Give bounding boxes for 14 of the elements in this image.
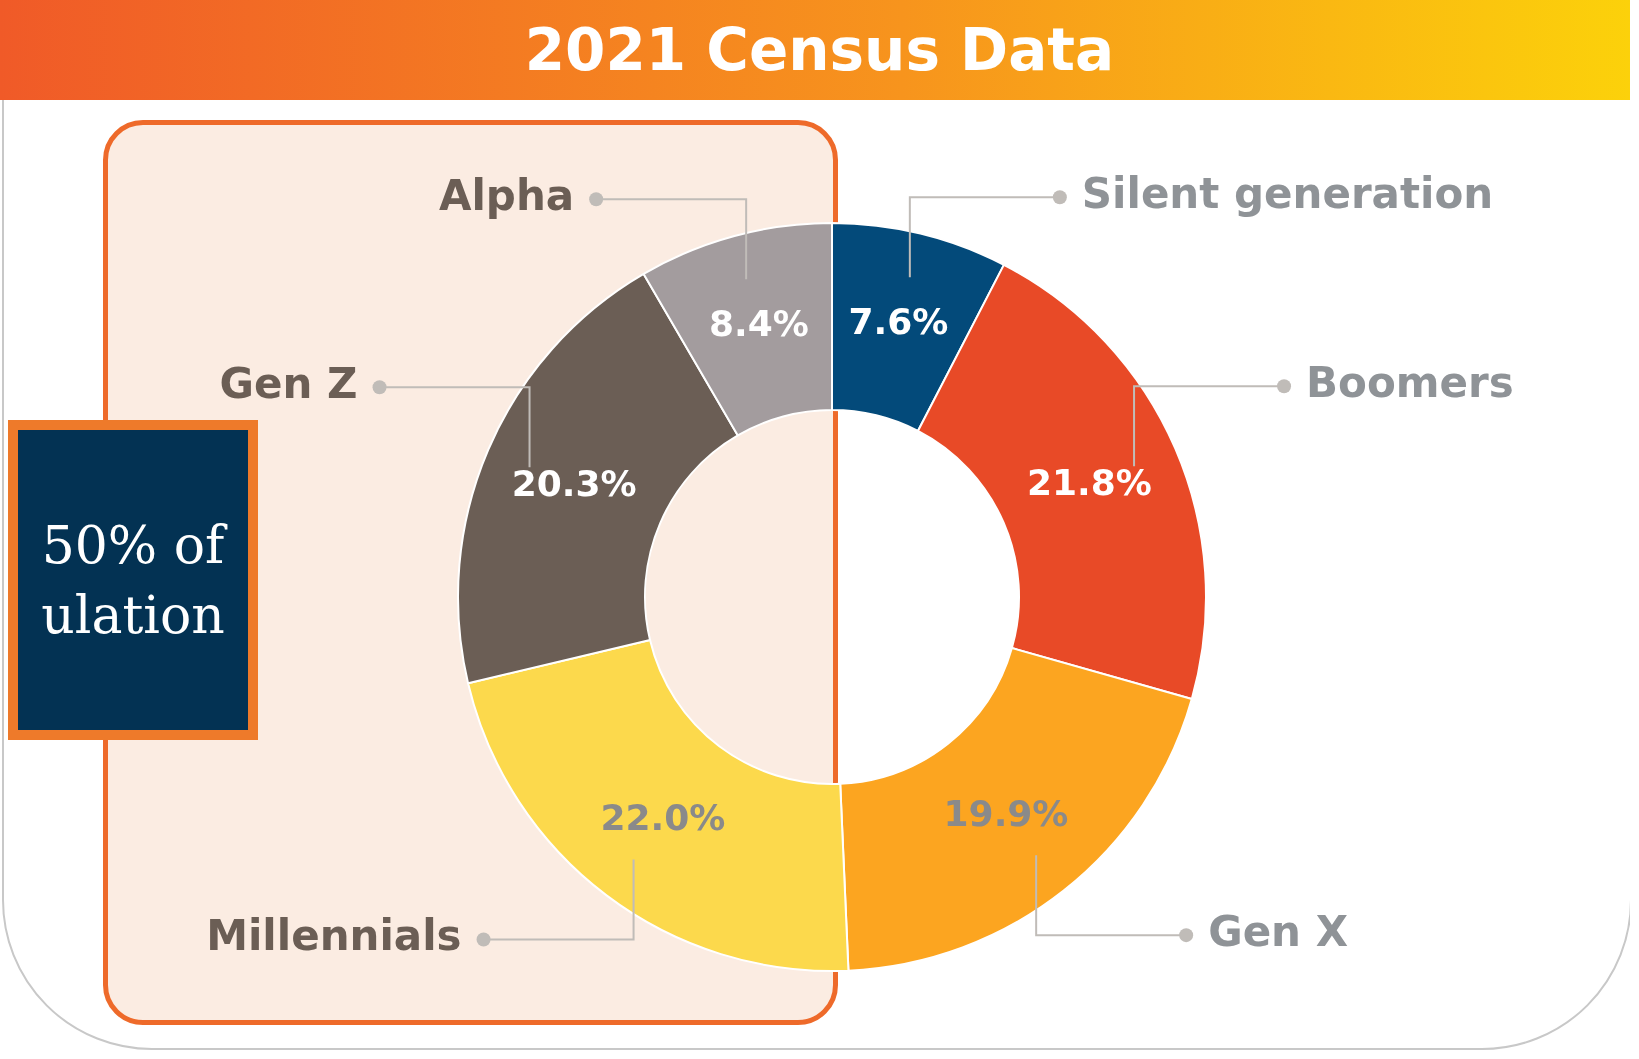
data-label: 20.3% <box>511 462 637 504</box>
slice-label: Millennials <box>206 911 462 961</box>
slice-label: Gen Z <box>219 359 358 409</box>
data-label: 19.9% <box>943 793 1069 835</box>
slice-label: Boomers <box>1306 358 1514 408</box>
text: 50% of ulation <box>40 514 229 647</box>
slice-label: Gen X <box>1208 907 1349 957</box>
slice-label: Silent generation <box>1081 169 1494 219</box>
chart-title: 2021 Census Data <box>523 15 1116 86</box>
slice-label: Alpha <box>438 171 575 221</box>
data-label: 22.0% <box>600 797 726 839</box>
data-label: 8.4% <box>708 302 809 344</box>
data-label: 21.8% <box>1026 461 1152 503</box>
data-label: 7.6% <box>848 300 949 342</box>
